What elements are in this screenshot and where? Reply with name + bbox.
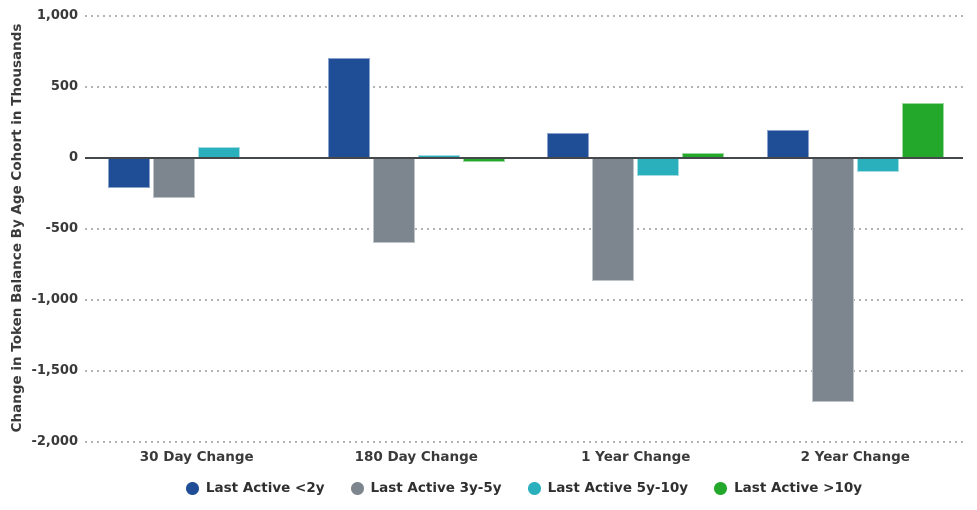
- bar-30-day-change-last-active-3y-5y: [153, 158, 196, 199]
- x-tick-label-30-day-change: 30 Day Change: [139, 449, 254, 465]
- bar-180-day-change-last-active-3y-5y: [372, 158, 415, 244]
- bar-2-year-change-last-active-10y: [901, 103, 944, 158]
- y-tick-label: -500: [45, 221, 78, 236]
- y-tick-label: -2,000: [31, 434, 78, 449]
- y-tick-label: 500: [50, 79, 78, 94]
- x-tick-label-180-day-change: 180 Day Change: [354, 449, 478, 465]
- zero-axis-line: [85, 157, 963, 159]
- legend-label: Last Active <2y: [205, 480, 325, 496]
- bar-1-year-change-last-active-5y-10y: [637, 158, 680, 176]
- legend: Last Active <2y Last Active 3y-5y Last Act…: [85, 477, 963, 499]
- legend-label: Last Active 3y-5y: [370, 480, 502, 496]
- legend-item-last-active-10y[interactable]: Last Active >10y: [714, 480, 862, 496]
- bar-1-year-change-last-active-2y: [547, 133, 590, 158]
- legend-label: Last Active >10y: [734, 480, 863, 496]
- gridline--1500: [85, 370, 963, 372]
- legend-item-last-active-2y[interactable]: Last Active <2y: [185, 480, 325, 496]
- bar-180-day-change-last-active-2y: [327, 57, 370, 158]
- gridline--2000: [85, 441, 963, 443]
- bar-2-year-change-last-active-3y-5y: [811, 158, 854, 402]
- legend-marker-circle-icon: [350, 481, 364, 495]
- gridline--1000: [85, 299, 963, 301]
- x-tick-label-2-year-change: 2 Year Change: [800, 449, 910, 465]
- legend-marker-circle-icon: [185, 481, 199, 495]
- gridline-500: [85, 86, 963, 88]
- x-tick-label-1-year-change: 1 Year Change: [581, 449, 691, 465]
- bar-30-day-change-last-active-2y: [108, 158, 151, 188]
- legend-marker-circle-icon: [527, 481, 541, 495]
- y-tick-label: 0: [68, 150, 78, 165]
- legend-label: Last Active 5y-10y: [547, 480, 689, 496]
- y-tick-label: -1,000: [31, 292, 78, 307]
- bar-2-year-change-last-active-5y-10y: [856, 158, 899, 173]
- bar-2-year-change-last-active-2y: [766, 129, 809, 158]
- y-tick-label: 1,000: [36, 8, 78, 23]
- y-tick-label: -1,500: [31, 363, 78, 378]
- legend-item-last-active-5y-10y[interactable]: Last Active 5y-10y: [527, 480, 689, 496]
- legend-marker-circle-icon: [714, 481, 728, 495]
- gridline-1000: [85, 15, 963, 17]
- legend-item-last-active-3y-5y[interactable]: Last Active 3y-5y: [350, 480, 502, 496]
- bar-1-year-change-last-active-3y-5y: [592, 158, 635, 281]
- gridline--500: [85, 228, 963, 230]
- plot-area: [85, 15, 963, 443]
